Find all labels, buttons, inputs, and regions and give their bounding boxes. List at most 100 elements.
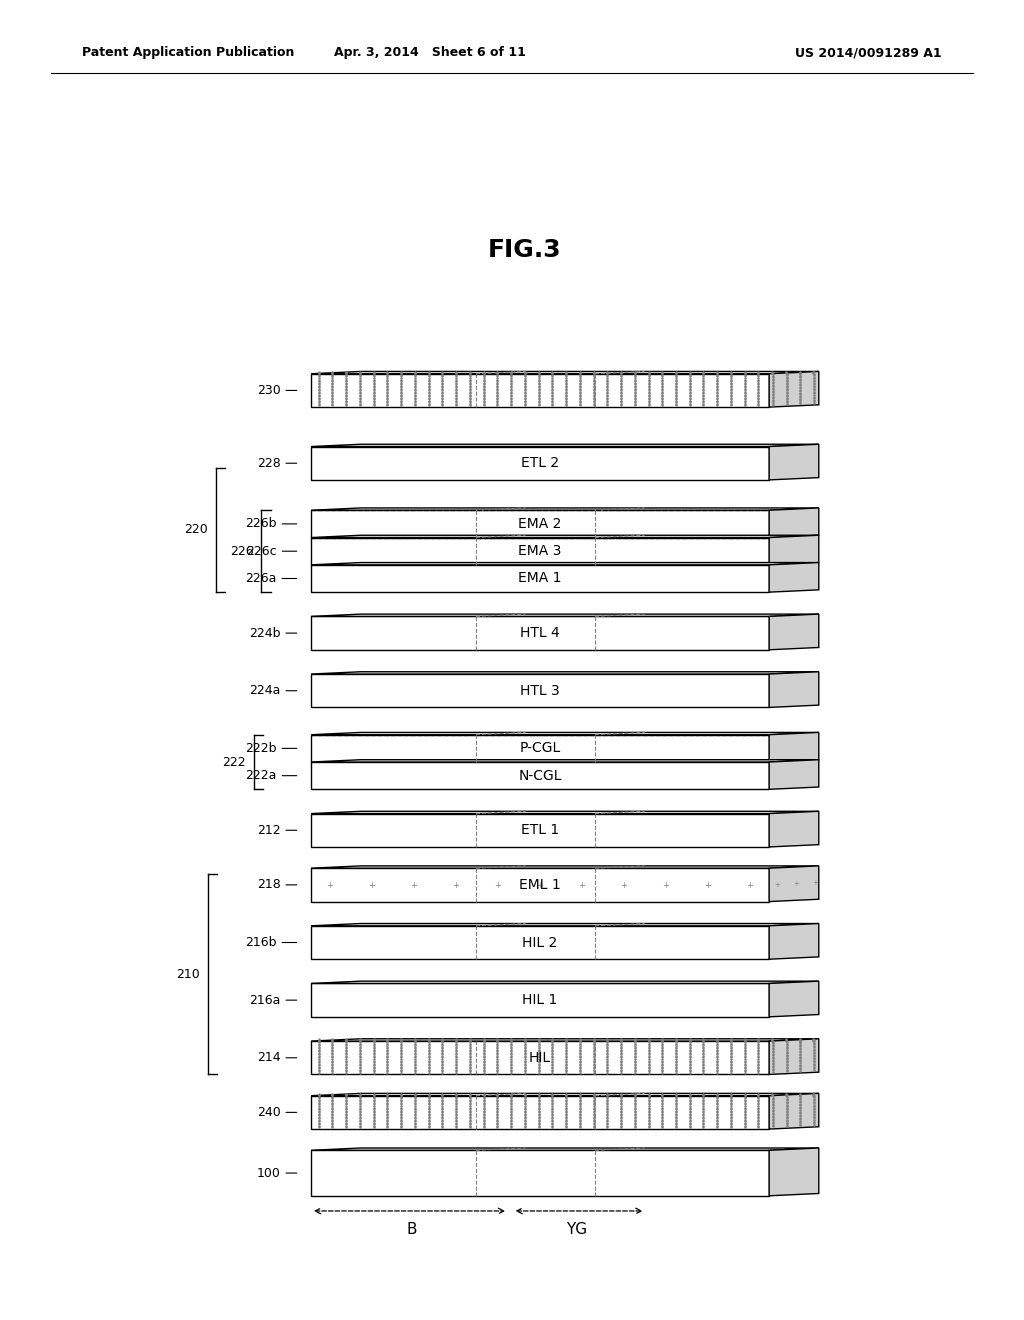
Text: EML 1: EML 1 (519, 878, 561, 892)
Polygon shape (769, 866, 819, 902)
Text: EMA 3: EMA 3 (518, 544, 562, 558)
Text: 226: 226 (230, 545, 254, 557)
Text: P-CGL: P-CGL (519, 742, 561, 755)
Polygon shape (769, 614, 819, 649)
Polygon shape (311, 537, 769, 565)
Text: 240: 240 (257, 1106, 297, 1119)
Text: 220: 220 (184, 524, 208, 536)
Polygon shape (769, 760, 819, 789)
Text: 224a: 224a (249, 684, 297, 697)
Polygon shape (769, 535, 819, 565)
Polygon shape (311, 925, 769, 960)
Polygon shape (311, 869, 769, 902)
Text: HIL: HIL (529, 1051, 551, 1065)
Text: 218: 218 (257, 878, 297, 891)
Polygon shape (311, 562, 819, 565)
Text: +: + (774, 882, 779, 887)
Text: 230: 230 (257, 384, 297, 397)
Polygon shape (311, 813, 769, 847)
Polygon shape (311, 924, 819, 925)
Polygon shape (311, 760, 819, 762)
Polygon shape (311, 733, 819, 735)
Polygon shape (311, 1150, 769, 1196)
Text: ETL 2: ETL 2 (521, 457, 559, 470)
Text: 224b: 224b (249, 627, 297, 640)
Polygon shape (311, 445, 819, 446)
Polygon shape (769, 1039, 819, 1074)
Text: 212: 212 (257, 824, 297, 837)
Text: EMA 2: EMA 2 (518, 517, 562, 531)
Text: HTL 3: HTL 3 (520, 684, 560, 698)
Text: +: + (579, 880, 586, 890)
Text: +: + (327, 880, 334, 890)
Polygon shape (311, 446, 769, 480)
Text: +: + (453, 880, 460, 890)
Text: HIL 1: HIL 1 (522, 993, 558, 1007)
Polygon shape (769, 508, 819, 537)
Text: 226a: 226a (246, 572, 297, 585)
Polygon shape (769, 371, 819, 407)
Polygon shape (311, 614, 819, 616)
Text: 216b: 216b (245, 936, 297, 949)
Text: +: + (369, 880, 376, 890)
Polygon shape (311, 981, 819, 983)
Text: +: + (621, 880, 628, 890)
Polygon shape (769, 981, 819, 1016)
Text: B: B (407, 1222, 417, 1237)
Polygon shape (311, 866, 819, 869)
Text: HIL 2: HIL 2 (522, 936, 558, 949)
Text: YG: YG (566, 1222, 588, 1237)
Polygon shape (769, 733, 819, 762)
Polygon shape (311, 1093, 819, 1096)
Text: +: + (411, 880, 418, 890)
Text: +: + (793, 880, 799, 887)
Polygon shape (311, 735, 769, 762)
Polygon shape (311, 374, 769, 407)
Text: 226c: 226c (246, 545, 297, 557)
Polygon shape (311, 371, 819, 374)
Text: FIG.3: FIG.3 (488, 238, 561, 261)
Text: ETL 1: ETL 1 (521, 824, 559, 837)
Polygon shape (311, 616, 769, 649)
Text: +: + (705, 880, 712, 890)
Polygon shape (769, 1093, 819, 1129)
Polygon shape (311, 672, 819, 675)
Polygon shape (769, 562, 819, 593)
Text: US 2014/0091289 A1: US 2014/0091289 A1 (796, 46, 942, 59)
Text: 222a: 222a (246, 770, 297, 783)
Text: 228: 228 (257, 457, 297, 470)
Polygon shape (311, 1148, 819, 1150)
Polygon shape (311, 1039, 819, 1041)
Polygon shape (311, 762, 769, 789)
Text: 100: 100 (257, 1167, 297, 1180)
Text: +: + (812, 880, 818, 886)
Text: 222: 222 (222, 755, 246, 768)
Polygon shape (311, 535, 819, 537)
Text: 226b: 226b (245, 517, 297, 531)
Polygon shape (769, 812, 819, 847)
Polygon shape (311, 812, 819, 813)
Polygon shape (311, 983, 769, 1016)
Polygon shape (769, 924, 819, 960)
Text: Apr. 3, 2014   Sheet 6 of 11: Apr. 3, 2014 Sheet 6 of 11 (334, 46, 526, 59)
Polygon shape (769, 445, 819, 480)
Text: 216a: 216a (249, 994, 297, 1007)
Text: 214: 214 (257, 1051, 297, 1064)
Polygon shape (311, 675, 769, 708)
Polygon shape (311, 1096, 769, 1129)
Polygon shape (769, 672, 819, 708)
Text: HTL 4: HTL 4 (520, 626, 560, 640)
Text: 222b: 222b (245, 742, 297, 755)
Text: N-CGL: N-CGL (518, 768, 562, 783)
Polygon shape (769, 1148, 819, 1196)
Polygon shape (311, 508, 819, 511)
Polygon shape (311, 565, 769, 593)
Text: +: + (495, 880, 502, 890)
Text: +: + (746, 880, 754, 890)
Polygon shape (311, 1041, 769, 1074)
Text: Patent Application Publication: Patent Application Publication (82, 46, 294, 59)
Text: EMA 1: EMA 1 (518, 572, 562, 586)
Text: +: + (537, 880, 544, 890)
Text: 210: 210 (176, 968, 201, 981)
Polygon shape (311, 511, 769, 537)
